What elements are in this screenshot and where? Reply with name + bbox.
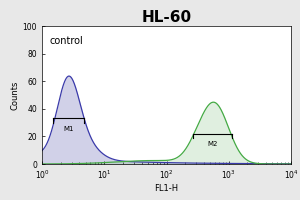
Text: M2: M2 xyxy=(207,141,217,147)
Text: control: control xyxy=(49,36,83,46)
Title: HL-60: HL-60 xyxy=(141,10,192,25)
Text: M1: M1 xyxy=(64,126,74,132)
Y-axis label: Counts: Counts xyxy=(11,80,20,110)
X-axis label: FL1-H: FL1-H xyxy=(154,184,178,193)
